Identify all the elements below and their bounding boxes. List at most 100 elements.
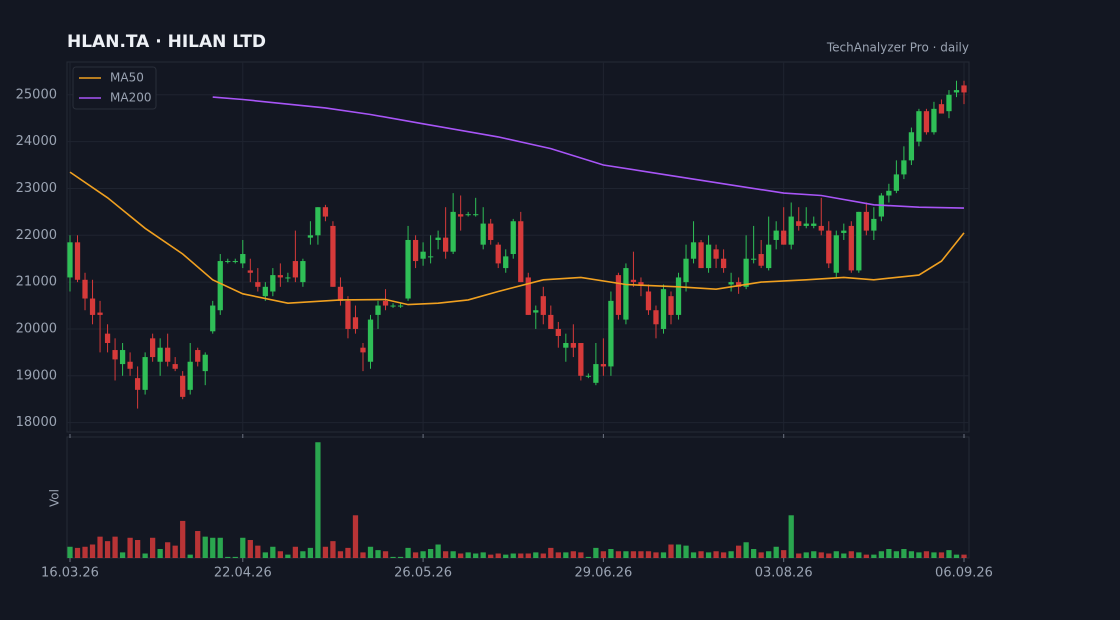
candle-body: [262, 286, 268, 297]
volume-bar: [210, 537, 216, 558]
volume-bar: [638, 551, 644, 558]
candle-body: [488, 223, 494, 240]
volume-bar: [180, 520, 186, 558]
candle-body: [615, 275, 622, 315]
candle-body: [728, 282, 734, 285]
volume-bar: [458, 553, 464, 558]
x-tick-label: 16.03.26: [41, 566, 99, 581]
volume-bar: [270, 546, 276, 558]
volume-bar: [525, 553, 531, 558]
volume-bar: [412, 552, 419, 558]
y-tick-label: 23000: [16, 181, 57, 196]
candle-body: [397, 305, 404, 307]
volume-bar: [720, 552, 727, 558]
x-tick-label: 29.06.26: [574, 566, 632, 581]
volume-bar: [563, 552, 569, 558]
volume-bar: [255, 545, 261, 558]
volume-bar: [923, 551, 930, 558]
y-tick-label: 20000: [16, 321, 57, 336]
price-panel: [66, 61, 970, 433]
x-tick-label: 22.04.26: [214, 566, 272, 581]
legend-label: MA200: [110, 91, 151, 105]
volume-bar: [848, 551, 854, 558]
candle-body: [751, 258, 757, 260]
volume-bar: [533, 552, 539, 558]
candle-body: [307, 235, 314, 238]
volume-bar: [908, 551, 915, 558]
candle-body: [766, 244, 772, 269]
volume-bar: [660, 552, 667, 558]
volume-bar: [773, 546, 779, 558]
candle-body: [277, 275, 283, 278]
candle-body: [127, 361, 133, 369]
volume-bar: [292, 546, 299, 558]
volume-bar: [630, 551, 637, 558]
candle-body: [232, 261, 238, 263]
volume-bar: [668, 544, 674, 558]
x-tick-label: 26.05.26: [394, 566, 452, 581]
volume-bar: [172, 545, 178, 558]
volume-bar: [322, 546, 329, 558]
volume-bar: [277, 551, 283, 558]
candle-body: [443, 237, 449, 252]
candle-body: [923, 111, 930, 133]
y-tick-label: 21000: [16, 275, 57, 290]
candle-body: [938, 104, 945, 114]
volume-bar: [473, 553, 479, 558]
candle-body: [480, 223, 486, 245]
volume-bar: [743, 542, 749, 558]
candle-body: [690, 242, 697, 259]
candle-body: [953, 90, 960, 93]
volume-bar: [150, 537, 156, 558]
volume-bar: [735, 545, 742, 558]
volume-bar: [833, 551, 839, 558]
candle-body: [345, 300, 351, 329]
candle-body: [788, 216, 794, 245]
candle-body: [382, 300, 389, 306]
candle-body: [758, 254, 764, 266]
candle-body: [97, 312, 103, 315]
volume-bar: [811, 551, 817, 558]
candle-body: [735, 282, 742, 287]
candle-body: [916, 111, 922, 142]
volume-bar: [315, 442, 321, 558]
candle-body: [705, 244, 712, 269]
y-tick-label: 25000: [16, 87, 57, 102]
candle-body: [570, 343, 576, 348]
volume-bar: [82, 546, 88, 558]
candle-body: [901, 160, 907, 175]
volume-bar: [112, 536, 118, 558]
candle-body: [698, 242, 704, 269]
candle-body: [548, 314, 554, 329]
candle-body: [217, 261, 223, 311]
volume-bar: [337, 551, 344, 558]
candle-body: [683, 258, 689, 283]
volume-bar: [375, 550, 381, 558]
candle-body: [367, 319, 374, 362]
candle-body: [458, 214, 464, 217]
volume-bar: [262, 552, 268, 558]
candle-body: [593, 364, 599, 383]
volume-bar: [330, 541, 336, 558]
candle-body: [150, 338, 156, 358]
y-tick-label: 22000: [16, 228, 57, 243]
volume-bar: [360, 552, 366, 558]
candle-body: [270, 275, 276, 292]
candle-body: [818, 225, 824, 231]
volume-bar: [781, 550, 787, 558]
volume-bar: [142, 553, 148, 558]
candle-body: [420, 251, 426, 259]
candle-body: [946, 94, 952, 112]
candle-body: [337, 286, 344, 301]
volume-label: Vol: [48, 489, 62, 507]
volume-bar: [690, 552, 697, 558]
volume-bar: [217, 537, 223, 558]
candle-body: [375, 305, 381, 315]
volume-bar: [938, 552, 945, 558]
volume-bar: [503, 554, 509, 558]
candle-body: [638, 282, 644, 285]
candle-body: [187, 361, 193, 390]
volume-bar: [540, 553, 546, 558]
candle-body: [908, 132, 915, 161]
